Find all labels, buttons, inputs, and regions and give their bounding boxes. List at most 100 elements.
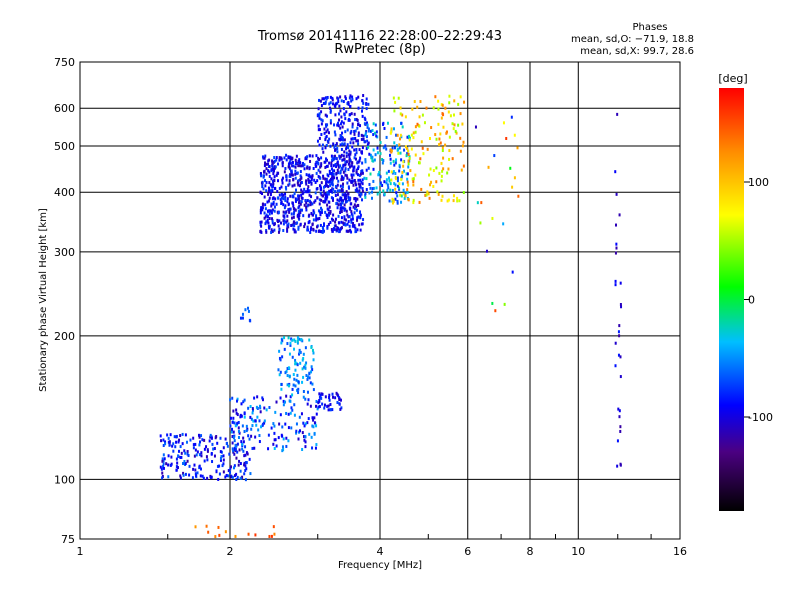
data-point (234, 534, 237, 538)
data-point (441, 146, 444, 150)
data-point (340, 216, 343, 220)
data-point (167, 440, 170, 444)
data-point (305, 173, 308, 177)
data-point (516, 146, 519, 150)
data-point (350, 173, 353, 177)
data-point (330, 172, 333, 176)
data-point (249, 415, 252, 419)
data-point (412, 131, 415, 135)
data-point (273, 424, 276, 428)
data-point (318, 114, 321, 118)
data-point (290, 212, 293, 216)
data-point (347, 192, 350, 196)
data-point (296, 213, 299, 217)
data-point (357, 178, 360, 182)
data-point (281, 445, 284, 449)
data-point (327, 131, 330, 135)
data-point (354, 199, 357, 203)
data-point (343, 157, 346, 161)
data-point (341, 136, 344, 140)
data-point (236, 442, 239, 446)
data-point (334, 163, 337, 167)
data-point (296, 373, 299, 377)
data-point (288, 174, 291, 178)
data-point (298, 194, 301, 198)
data-point (294, 362, 297, 366)
data-point (281, 339, 284, 343)
data-point (391, 199, 394, 203)
data-point (297, 194, 300, 198)
data-point (365, 147, 368, 151)
data-point (395, 177, 398, 181)
data-point (332, 142, 335, 146)
data-point (267, 221, 270, 225)
data-point (455, 131, 458, 135)
data-point (374, 123, 377, 127)
data-point (342, 154, 345, 158)
data-point (232, 436, 235, 440)
data-point (297, 380, 300, 384)
data-point (324, 157, 327, 161)
data-point (324, 160, 327, 164)
data-point (354, 181, 357, 185)
data-point (322, 101, 325, 105)
data-point (173, 435, 176, 439)
data-point (385, 171, 388, 175)
data-point (442, 156, 445, 160)
y-tick-label: 500 (54, 140, 75, 153)
data-point (264, 222, 267, 226)
data-point (456, 199, 459, 203)
data-point (215, 469, 218, 473)
data-point (452, 127, 455, 131)
data-point (283, 347, 286, 351)
data-point (231, 441, 234, 445)
data-point (317, 405, 320, 409)
data-point (369, 172, 372, 176)
data-point (396, 133, 399, 137)
data-point (346, 176, 349, 180)
data-point (619, 375, 622, 379)
y-tick-label: 400 (54, 186, 75, 199)
data-point (354, 153, 357, 157)
data-point (312, 166, 315, 170)
data-point (346, 128, 349, 132)
data-point (275, 158, 278, 162)
data-point (347, 102, 350, 106)
data-point (293, 347, 296, 351)
data-point (269, 209, 272, 213)
data-point (206, 448, 209, 452)
data-point (199, 440, 202, 444)
data-point (174, 445, 177, 449)
data-point (199, 467, 202, 471)
data-point (329, 211, 332, 215)
data-point (286, 197, 289, 201)
data-point (311, 382, 314, 386)
data-point (340, 99, 343, 103)
data-point (406, 172, 409, 176)
data-point (355, 208, 358, 212)
data-point (331, 96, 334, 100)
data-point (361, 187, 364, 191)
data-point (357, 123, 360, 127)
data-point (304, 157, 307, 161)
data-point (170, 455, 173, 459)
data-point (236, 450, 239, 454)
data-point (345, 110, 348, 114)
data-point (381, 183, 384, 187)
data-point (404, 194, 407, 198)
data-point (326, 203, 329, 207)
data-point (367, 102, 370, 106)
data-point (287, 165, 290, 169)
data-point (619, 281, 622, 285)
data-point (241, 424, 244, 428)
data-point (273, 222, 276, 226)
data-point (268, 225, 271, 229)
data-point (289, 399, 292, 403)
data-point (351, 214, 354, 218)
data-point (305, 201, 308, 205)
data-point (224, 437, 227, 441)
data-point (175, 440, 178, 444)
data-point (281, 355, 284, 359)
data-point (379, 181, 382, 185)
data-point (391, 188, 394, 192)
